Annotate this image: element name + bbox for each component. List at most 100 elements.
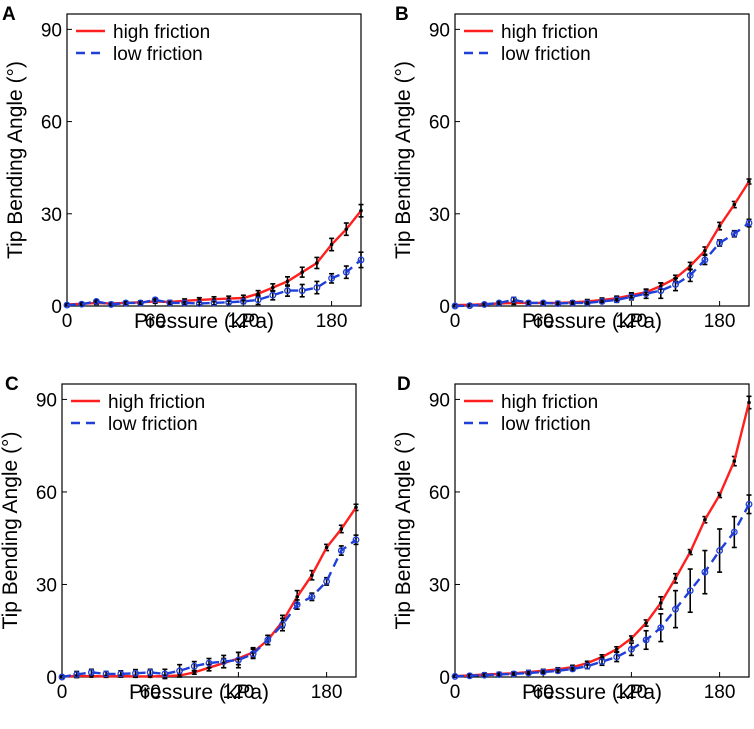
data-point bbox=[659, 601, 663, 605]
panel-b: B 0 60 120 180 0 30 60 90 Pressure (kPa) Tip Bendi… bbox=[392, 4, 753, 333]
data-point bbox=[279, 621, 286, 629]
data-point bbox=[234, 656, 242, 664]
data-point bbox=[716, 239, 724, 247]
series-high-friction bbox=[452, 178, 752, 307]
data-point bbox=[554, 300, 562, 307]
panel-a: A 0 60 120 180 0 30 60 90 Pressure (kPa) Tip Bendi… bbox=[2, 4, 365, 333]
data-point bbox=[451, 302, 459, 310]
y-tick-label: 90 bbox=[429, 20, 450, 41]
data-point bbox=[747, 400, 751, 405]
data-point bbox=[284, 287, 291, 295]
data-point bbox=[672, 281, 679, 288]
data-point bbox=[220, 658, 228, 666]
data-point bbox=[539, 668, 547, 676]
data-point bbox=[328, 274, 336, 282]
data-point bbox=[249, 650, 257, 658]
data-point bbox=[102, 670, 110, 678]
data-point bbox=[642, 636, 650, 644]
data-point bbox=[703, 248, 707, 253]
data-point bbox=[161, 670, 169, 678]
legend-label: low friction bbox=[501, 414, 591, 435]
data-point bbox=[466, 302, 474, 310]
data-point bbox=[357, 256, 365, 264]
data-point bbox=[107, 301, 115, 308]
data-point bbox=[308, 593, 316, 601]
data-point bbox=[285, 279, 290, 284]
data-point bbox=[352, 536, 360, 544]
data-point bbox=[342, 268, 350, 276]
data-point bbox=[480, 301, 488, 308]
data-point bbox=[701, 568, 709, 576]
x-axis-label: Pressure (kPa) bbox=[134, 310, 274, 333]
x-tick-label: 60 bbox=[533, 682, 554, 703]
data-point bbox=[686, 271, 694, 279]
data-point bbox=[205, 659, 213, 667]
data-point bbox=[78, 300, 86, 308]
legend-label: high friction bbox=[113, 22, 210, 43]
data-point bbox=[525, 299, 532, 307]
data-point bbox=[195, 300, 203, 307]
data-point bbox=[298, 287, 306, 295]
y-tick-label: 90 bbox=[36, 390, 57, 411]
data-point bbox=[190, 662, 198, 670]
data-point bbox=[310, 573, 314, 578]
legend-label: low friction bbox=[501, 44, 591, 65]
data-point bbox=[717, 493, 722, 497]
series-high-friction bbox=[452, 395, 752, 678]
series-line-low-friction bbox=[61, 538, 357, 679]
data-point bbox=[745, 500, 753, 508]
y-tick-label: 30 bbox=[41, 205, 62, 226]
data-point bbox=[627, 645, 635, 653]
plot-frame bbox=[454, 13, 750, 307]
x-tick-label: 120 bbox=[616, 682, 648, 703]
data-point bbox=[525, 669, 532, 677]
x-tick-label: 0 bbox=[57, 682, 68, 703]
data-point bbox=[732, 459, 737, 463]
y-axis-label: Tip Bending Angle (°) bbox=[392, 432, 415, 630]
legend-label: low friction bbox=[113, 44, 203, 65]
data-point bbox=[354, 505, 358, 510]
data-point bbox=[324, 545, 329, 550]
data-point bbox=[480, 671, 488, 679]
data-point bbox=[166, 299, 174, 307]
x-tick-label: 120 bbox=[223, 682, 255, 703]
data-point bbox=[629, 636, 634, 641]
panel-letter: C bbox=[5, 374, 19, 395]
y-tick-label: 60 bbox=[41, 113, 62, 134]
data-point bbox=[293, 601, 301, 608]
data-point bbox=[598, 297, 606, 305]
series-line-high-friction bbox=[61, 506, 357, 678]
y-tick-label: 90 bbox=[41, 20, 62, 41]
data-point bbox=[295, 595, 300, 599]
panel-letter: B bbox=[395, 4, 409, 25]
x-tick-label: 0 bbox=[62, 311, 73, 332]
plot-frame bbox=[61, 383, 357, 678]
x-tick-label: 180 bbox=[704, 311, 736, 332]
x-tick-label: 0 bbox=[450, 311, 461, 332]
data-point bbox=[745, 219, 753, 227]
data-point bbox=[210, 299, 218, 307]
data-point bbox=[717, 224, 722, 228]
data-point bbox=[122, 299, 130, 307]
y-tick-label: 30 bbox=[36, 575, 57, 596]
panel-letter: A bbox=[2, 4, 16, 25]
data-point bbox=[569, 299, 577, 307]
panel-c: C 0 60 120 180 0 30 60 90 Pressure (kPa) Tip Bendi… bbox=[0, 374, 360, 704]
data-point bbox=[672, 605, 679, 613]
data-point bbox=[176, 667, 184, 675]
data-point bbox=[510, 670, 518, 678]
data-point bbox=[510, 296, 518, 304]
data-point bbox=[554, 667, 562, 675]
data-point bbox=[686, 587, 694, 595]
x-tick-label: 180 bbox=[316, 311, 348, 332]
data-point bbox=[58, 673, 66, 681]
data-point bbox=[716, 547, 724, 554]
data-point bbox=[451, 672, 459, 680]
x-tick-label: 120 bbox=[616, 311, 648, 332]
data-point bbox=[315, 261, 319, 265]
data-point bbox=[583, 299, 591, 307]
